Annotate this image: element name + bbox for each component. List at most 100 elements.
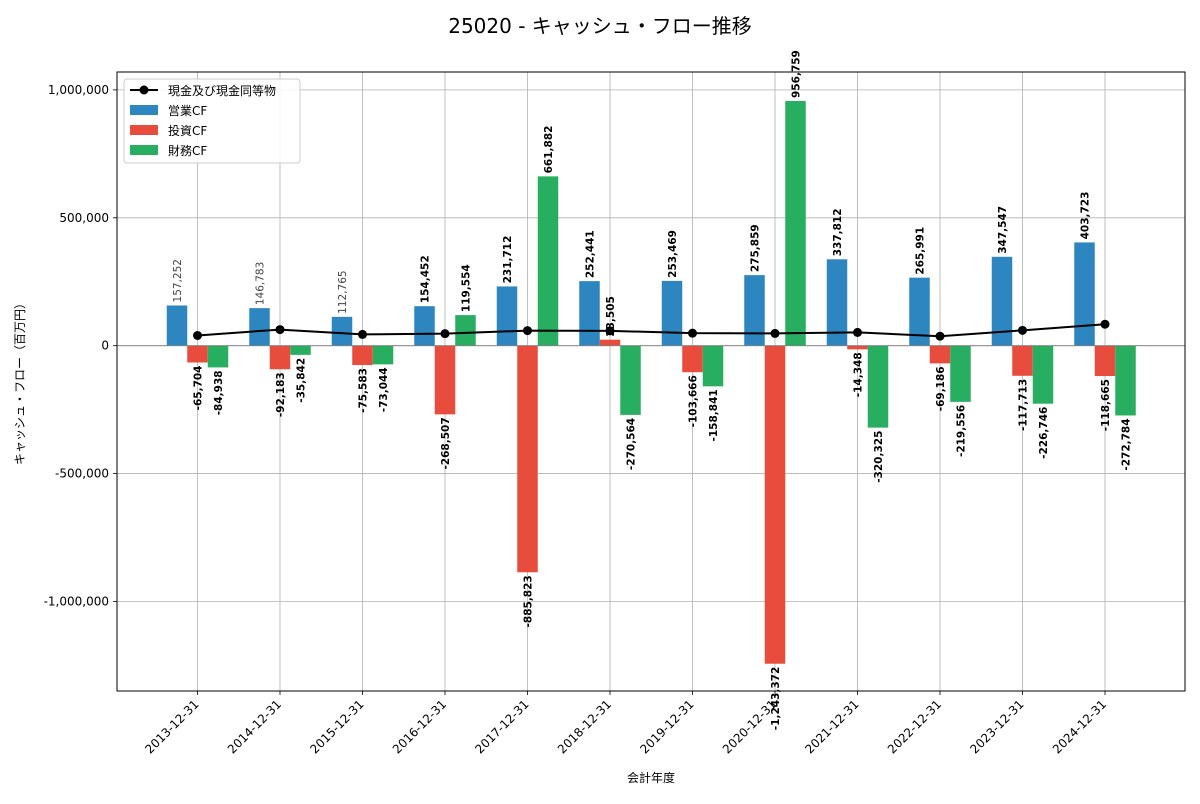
bar [352, 345, 373, 366]
data-label: -103,666 [688, 375, 700, 427]
bar [847, 345, 868, 350]
data-label: -92,183 [275, 372, 287, 417]
cash-line-point [193, 330, 202, 340]
x-tick-label: 2013-12-31 [142, 697, 201, 756]
bar [620, 345, 641, 415]
bar [290, 345, 311, 355]
bar [1115, 345, 1136, 416]
legend-swatch [130, 145, 158, 155]
data-label: 347,547 [997, 206, 1009, 254]
x-axis-ticks: 2013-12-31 2014-12-31 2015-12-31 2016-12-31… [142, 691, 1109, 756]
x-axis-label: 会計年度 [627, 770, 675, 785]
cash-line-point [605, 326, 615, 336]
data-label: -69,186 [935, 366, 947, 411]
y-tick-label: -500,000 [55, 467, 109, 481]
legend-box [123, 78, 301, 164]
bar [991, 256, 1013, 346]
bar [537, 176, 559, 346]
bar [1032, 345, 1054, 404]
data-label: -219,556 [956, 405, 968, 457]
data-label: -117,713 [1018, 379, 1030, 431]
data-label: -226,746 [1038, 407, 1050, 459]
data-label: 661,882 [543, 126, 555, 174]
x-tick-label: 2016-12-31 [390, 697, 449, 756]
data-label: -84,938 [213, 370, 225, 415]
bar [269, 345, 291, 370]
bar [909, 277, 930, 346]
cash-line-point [523, 326, 532, 336]
bar [372, 345, 394, 365]
bar [517, 345, 538, 573]
plot-frame [116, 71, 1186, 692]
y-tick-label: 500,000 [59, 211, 109, 225]
cash-line-path [197, 323, 1106, 338]
data-label: 119,554 [461, 264, 473, 312]
data-label: -14,348 [853, 352, 865, 397]
cash-line-point [853, 327, 862, 337]
bar [929, 345, 951, 364]
cash-line-point [358, 329, 367, 339]
bar [331, 316, 353, 346]
bar [1094, 345, 1116, 377]
bar [744, 275, 765, 346]
data-label: -118,665 [1100, 379, 1112, 431]
bar [950, 345, 971, 402]
cash-line-point [1018, 325, 1027, 335]
bar [599, 339, 621, 346]
x-tick-label: 2014-12-31 [225, 697, 284, 756]
bar [826, 259, 848, 346]
data-label: -885,823 [523, 575, 535, 627]
bars [166, 100, 1136, 664]
bar [785, 100, 806, 346]
x-tick-label: 2018-12-31 [555, 697, 614, 756]
data-label: 231,712 [502, 236, 514, 284]
x-tick-label: 2023-12-31 [967, 697, 1026, 756]
bar [414, 306, 435, 346]
bar [1074, 242, 1095, 346]
data-label: -320,325 [873, 431, 885, 483]
bar [434, 345, 456, 415]
data-label: 112,765 [337, 270, 349, 313]
cash-line-point [1100, 319, 1110, 329]
grid-lines [117, 72, 1185, 691]
data-label: -268,507 [440, 417, 452, 469]
data-label: -158,841 [708, 389, 720, 441]
bar [764, 345, 786, 664]
data-label: 252,441 [585, 230, 597, 278]
cash-line [193, 319, 1110, 341]
legend-swatch [130, 125, 158, 135]
data-label: -270,564 [626, 418, 638, 470]
cash-line-point [770, 328, 780, 338]
data-label: 265,991 [915, 227, 927, 275]
data-label: 337,812 [832, 208, 844, 256]
legend-label: 投資CF [168, 123, 207, 138]
y-tick-label: 1,000,000 [48, 83, 109, 97]
x-tick-label: 2015-12-31 [307, 697, 366, 756]
bar [702, 345, 724, 387]
bar [207, 345, 229, 368]
x-tick-label: 2019-12-31 [637, 697, 696, 756]
bar [166, 305, 188, 346]
legend-label: 財務CF [168, 143, 207, 158]
data-label: 146,783 [255, 262, 267, 305]
data-label: -65,704 [193, 365, 205, 410]
data-label: 403,723 [1080, 192, 1092, 240]
data-label: 275,859 [750, 224, 762, 272]
data-label: -1,243,372 [770, 667, 782, 730]
x-tick-label: 2017-12-31 [472, 697, 531, 756]
cash-line-point [935, 331, 945, 341]
bar [867, 345, 889, 428]
bar [579, 281, 600, 346]
bar [682, 345, 703, 373]
data-labels: 157,252 146,783 112,765 154,452 231,712 252,4… [172, 50, 1133, 730]
data-label: 23,505 [605, 296, 617, 337]
data-label: 956,759 [791, 50, 803, 98]
bar [661, 280, 683, 346]
legend-swatch [130, 105, 158, 115]
cash-line-point [440, 329, 450, 339]
y-tick-label: 0 [101, 339, 109, 353]
data-label: 253,469 [667, 230, 679, 278]
cash-line-point [688, 328, 697, 338]
